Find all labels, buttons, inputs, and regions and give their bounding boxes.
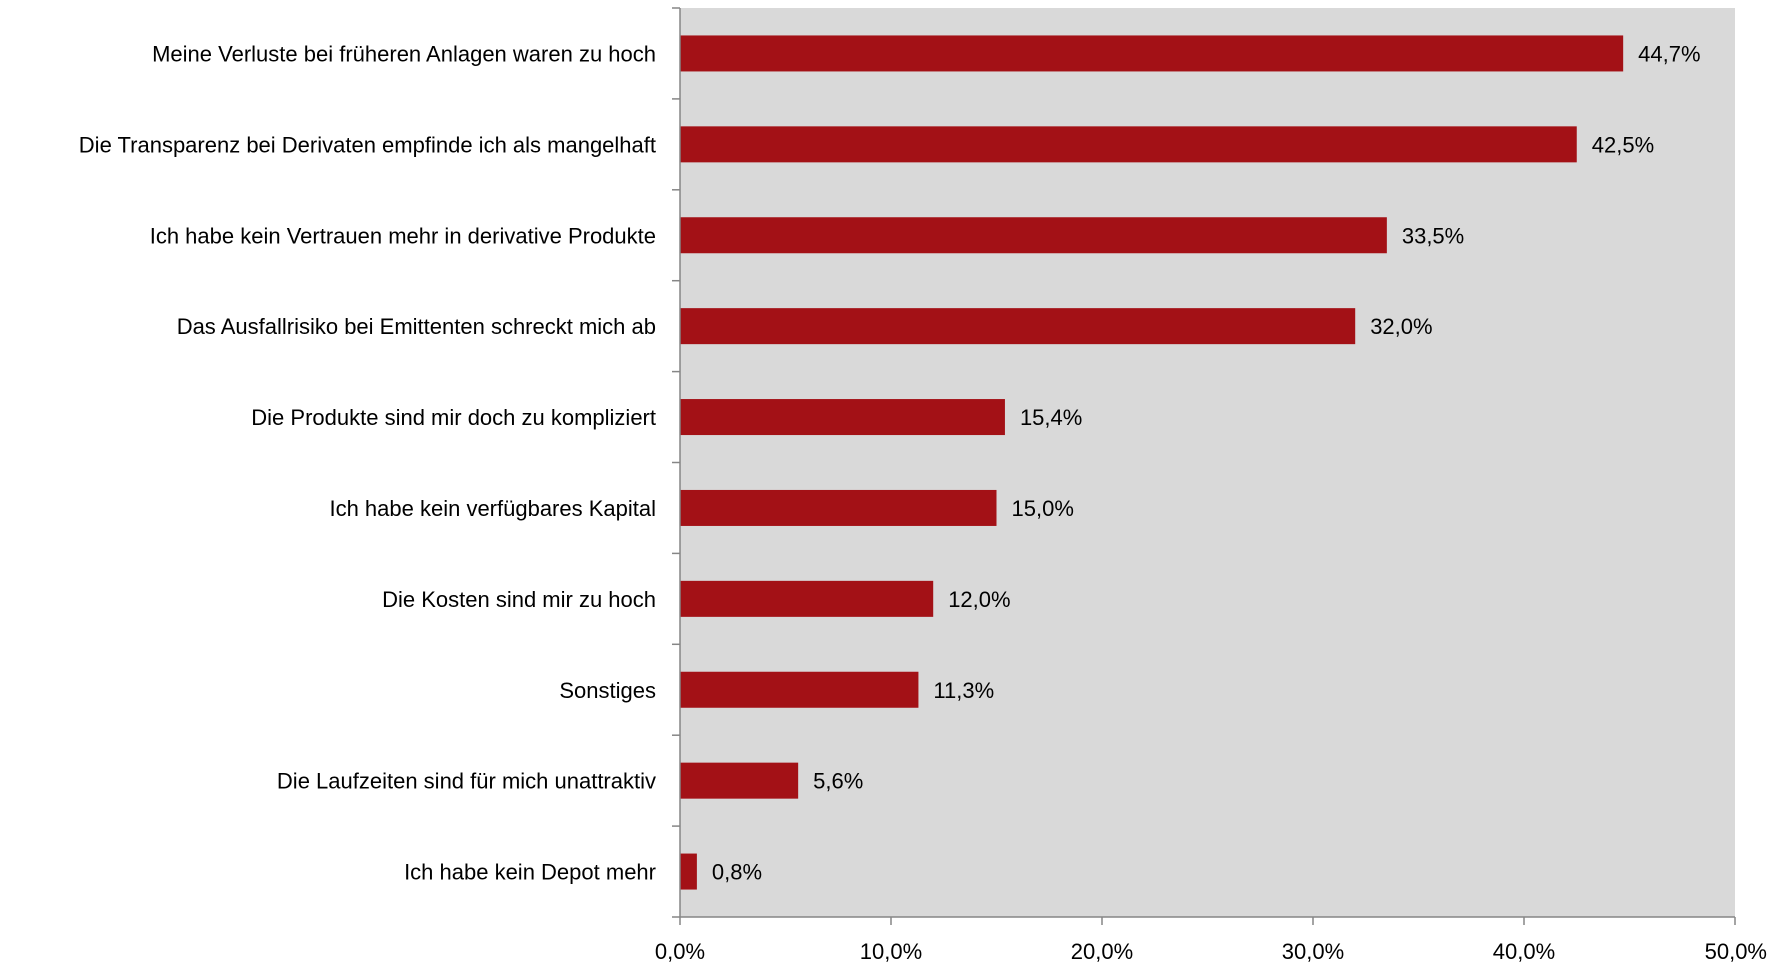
axes-group [672,7,1736,925]
category-label: Die Produkte sind mir doch zu komplizier… [251,405,656,430]
x-tick-label: 10,0% [860,939,922,964]
data-label: 5,6% [813,769,863,794]
value-labels-group: 44,7% 42,5% 33,5% 32,0% 15,4% 15,0% 12,0% 11,3%… [712,41,1701,884]
data-label: 32,0% [1370,314,1432,339]
x-tick-label: 0,0% [655,939,705,964]
bar [680,762,799,799]
data-label: 15,4% [1020,405,1082,430]
bar [680,399,1005,436]
bar [680,126,1577,163]
bars-group [680,35,1624,890]
x-tick-label: 50,0% [1705,939,1767,964]
category-label: Das Ausfallrisiko bei Emittenten schreck… [177,314,656,339]
data-label: 12,0% [948,587,1010,612]
category-label: Die Kosten sind mir zu hoch [382,587,656,612]
bar [680,35,1624,72]
x-tick-label: 30,0% [1282,939,1344,964]
bar [680,671,919,708]
data-label: 15,0% [1012,496,1074,521]
category-label: Ich habe kein verfügbares Kapital [329,496,656,521]
category-label: Die Laufzeiten sind für mich unattraktiv [277,769,656,794]
category-label: Die Transparenz bei Derivaten empfinde i… [79,132,656,157]
x-tick-label: 20,0% [1071,939,1133,964]
bar [680,308,1356,345]
x-tick-label: 40,0% [1493,939,1555,964]
bar [680,580,934,617]
bar [680,853,697,890]
data-label: 42,5% [1592,132,1654,157]
data-label: 33,5% [1402,223,1464,248]
data-label: 11,3% [933,678,994,703]
category-label: Meine Verluste bei früheren Anlagen ware… [152,41,656,66]
category-labels-group: Meine Verluste bei früheren Anlagen ware… [79,41,656,884]
category-label: Ich habe kein Vertrauen mehr in derivati… [150,223,656,248]
category-label: Ich habe kein Depot mehr [404,860,656,885]
x-tick-labels-group: 0,0% 10,0% 20,0% 30,0% 40,0% 50,0% [655,939,1767,964]
data-label: 0,8% [712,860,762,885]
data-label: 44,7% [1638,41,1700,66]
bar [680,217,1387,254]
category-label: Sonstiges [559,678,656,703]
bar [680,489,997,526]
